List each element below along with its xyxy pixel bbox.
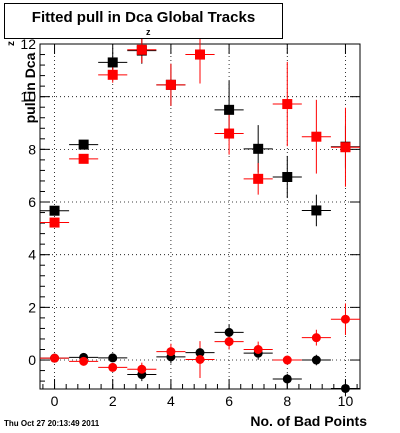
- square-marker: [78, 153, 89, 164]
- y-tick-label: 2: [28, 299, 36, 315]
- square-marker: [253, 143, 264, 154]
- data-markers: [49, 44, 351, 393]
- circle-marker: [224, 337, 234, 347]
- y-tick-label: 6: [28, 194, 36, 210]
- circle-marker: [340, 383, 350, 393]
- circle-marker: [108, 353, 118, 363]
- y-tick-label: 8: [28, 141, 36, 157]
- x-tick-label: 10: [338, 393, 354, 409]
- square-marker: [107, 69, 118, 80]
- y-axis-label: pull in Dca: [22, 52, 38, 124]
- x-axis-label: No. of Bad Points: [250, 413, 367, 429]
- chart-title-subscript: z: [146, 27, 151, 37]
- circle-marker: [311, 355, 321, 365]
- square-marker: [224, 128, 235, 139]
- y-tick-label: 4: [28, 247, 36, 263]
- y-tick-label: 10: [20, 89, 36, 105]
- square-marker: [224, 104, 235, 115]
- axis-ticks: [40, 43, 360, 389]
- square-marker: [136, 44, 147, 55]
- circle-marker: [195, 355, 205, 365]
- tick-labels: 0 2 4 6 8 10 0 2 4 6 8 10 12: [20, 36, 353, 409]
- square-marker: [107, 57, 118, 68]
- y-axis-label-subscript: z: [6, 41, 17, 46]
- x-tick-label: 8: [283, 393, 291, 409]
- square-marker: [49, 217, 60, 228]
- circle-marker: [224, 327, 234, 337]
- circle-marker: [282, 355, 292, 365]
- x-tick-label: 4: [167, 393, 175, 409]
- circle-marker: [137, 364, 147, 374]
- square-marker: [253, 173, 264, 184]
- title-box: Fitted pull in Dca Global Tracks z: [4, 3, 283, 39]
- x-tick-label: 6: [225, 393, 233, 409]
- square-marker: [282, 171, 293, 182]
- square-marker: [165, 79, 176, 90]
- square-marker: [311, 205, 322, 216]
- chart-title: Fitted pull in Dca Global Tracks: [31, 9, 256, 26]
- circle-marker: [50, 353, 60, 363]
- circle-marker: [79, 356, 89, 366]
- timestamp: Thu Oct 27 20:13:49 2011: [4, 419, 100, 428]
- circle-marker: [340, 314, 350, 324]
- circle-marker: [195, 348, 205, 358]
- circle-marker: [282, 374, 292, 384]
- y-tick-label: 0: [28, 352, 36, 368]
- circle-marker: [108, 362, 118, 372]
- square-marker: [340, 142, 351, 153]
- y-tick-label: 12: [20, 36, 36, 52]
- square-marker: [49, 205, 60, 216]
- circle-marker: [311, 333, 321, 343]
- square-marker: [282, 99, 293, 110]
- square-marker: [195, 49, 205, 60]
- x-tick-label: 2: [109, 393, 117, 409]
- x-tick-label: 0: [51, 393, 59, 409]
- square-marker: [78, 139, 89, 150]
- circle-marker: [253, 344, 263, 354]
- circle-marker: [166, 347, 176, 357]
- square-marker: [311, 131, 322, 142]
